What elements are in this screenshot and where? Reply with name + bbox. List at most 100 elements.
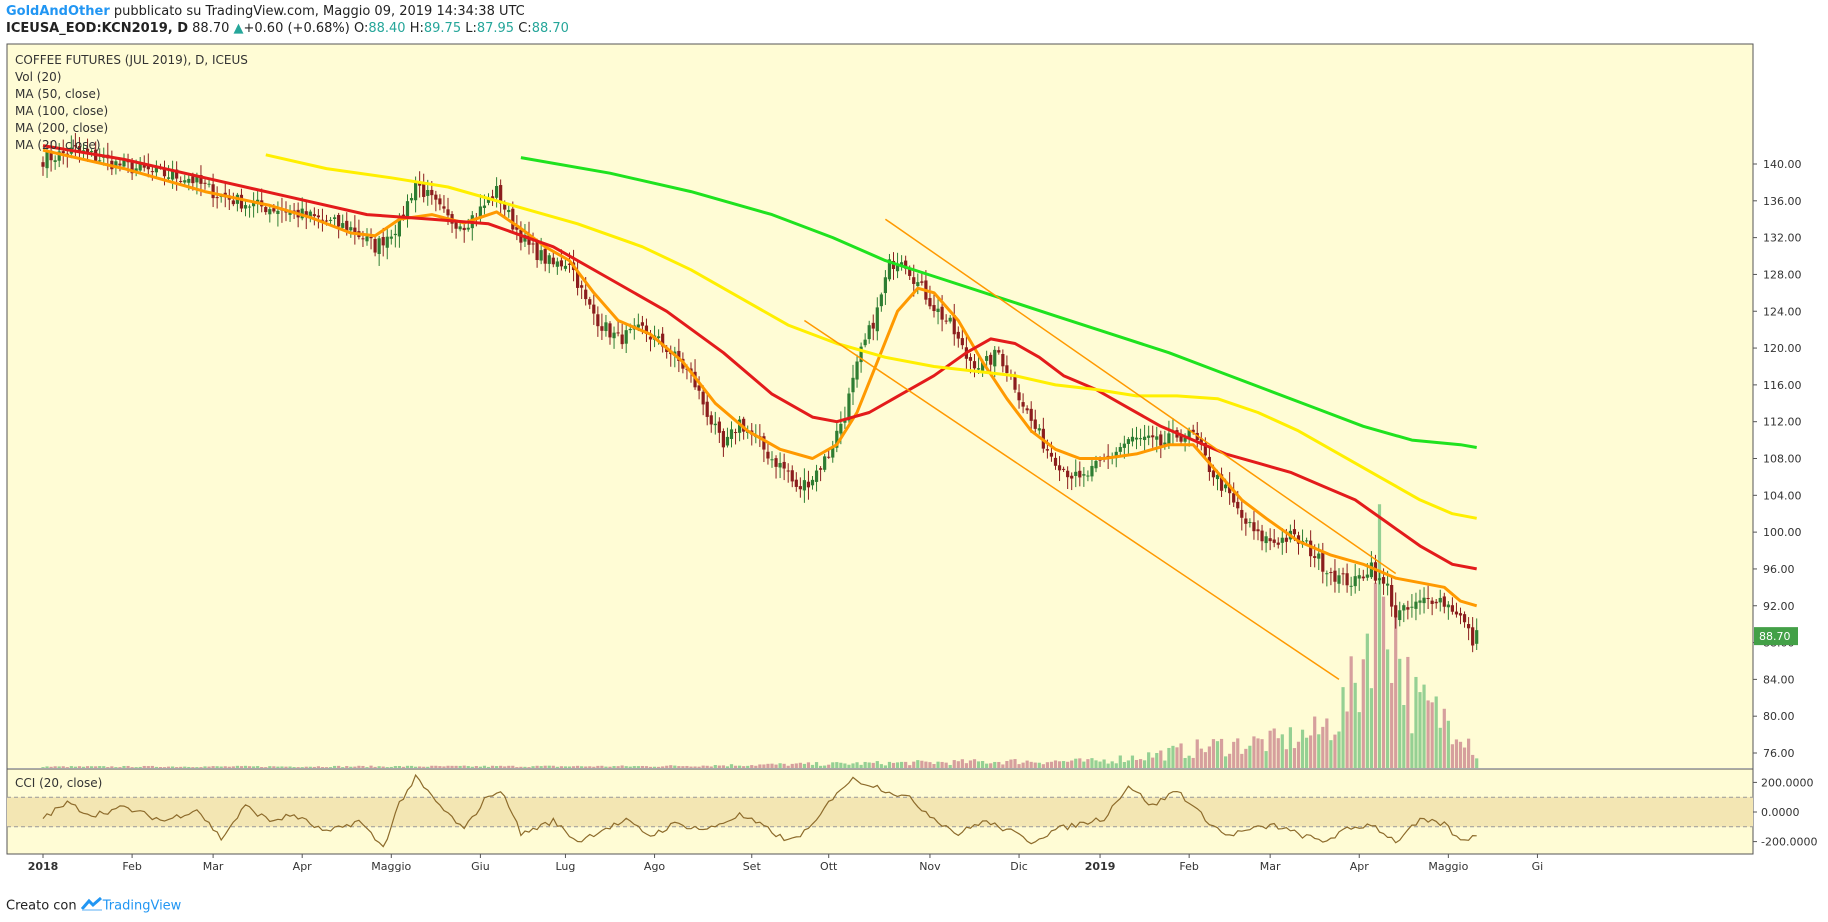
- volume-bar: [964, 763, 968, 768]
- volume-bar: [563, 766, 568, 768]
- candle-up: [482, 205, 487, 208]
- ma50-line: [42, 144, 1477, 571]
- candle-down: [85, 148, 90, 153]
- candle-down: [997, 350, 1001, 353]
- volume-bar: [122, 765, 126, 768]
- volume-bar: [85, 766, 90, 768]
- candle-up: [57, 151, 61, 161]
- volume-bar: [1187, 755, 1191, 768]
- volume-bar: [1090, 758, 1094, 768]
- candle-up: [466, 227, 470, 230]
- volume-bar: [1074, 758, 1078, 768]
- legend: COFFEE FUTURES (JUL 2019), D, ICEUS Vol (…: [15, 53, 248, 152]
- candle-down: [1211, 470, 1216, 478]
- candle-up: [1418, 600, 1422, 603]
- candle-down: [1062, 468, 1066, 470]
- volume-bar: [349, 766, 353, 768]
- price-tick-label: 128.00: [1763, 268, 1802, 281]
- candle-down: [871, 322, 875, 329]
- candle-down: [73, 145, 77, 147]
- candle-up: [114, 161, 118, 169]
- candle-down: [1029, 408, 1033, 421]
- tradingview-logo-icon[interactable]: [80, 896, 103, 915]
- candle-up: [207, 183, 211, 185]
- volume-bar: [1272, 728, 1276, 768]
- candle-down: [648, 336, 653, 340]
- candle-up: [1187, 429, 1191, 440]
- candle-up: [770, 459, 774, 461]
- price-tick-label: 104.00: [1763, 489, 1802, 502]
- close-value: 88.70: [531, 21, 569, 36]
- candle-up: [1143, 436, 1147, 441]
- volume-bar: [960, 759, 964, 768]
- candle-down: [891, 260, 896, 269]
- time-axis-label: Mar: [1260, 860, 1281, 873]
- volume-bar: [1110, 761, 1114, 768]
- volume-bar: [328, 767, 333, 768]
- candle-down: [1252, 522, 1256, 532]
- candle-down: [620, 334, 624, 345]
- volume-bar: [1337, 731, 1341, 768]
- candle-up: [385, 236, 389, 248]
- volume-bar: [1341, 687, 1345, 768]
- volume-bar: [507, 765, 511, 768]
- author-name[interactable]: GoldAndOther: [6, 4, 110, 19]
- candle-up: [1377, 578, 1382, 581]
- candle-up: [276, 210, 280, 215]
- volume-bar: [831, 762, 835, 768]
- volume-bar: [495, 766, 499, 768]
- candle-down: [272, 208, 276, 212]
- candle-up: [45, 152, 49, 169]
- candle-up: [539, 250, 543, 261]
- candle-down: [1203, 443, 1207, 456]
- cci-line: [42, 773, 1477, 848]
- volume-bar: [486, 766, 491, 768]
- volume-bar: [543, 765, 547, 768]
- candle-down: [199, 175, 203, 184]
- candle-down: [511, 208, 515, 230]
- volume-bar: [511, 765, 515, 768]
- candle-down: [118, 163, 122, 166]
- volume-bar: [1313, 716, 1317, 768]
- candle-down: [932, 305, 936, 312]
- candle-up: [875, 307, 879, 332]
- volume-bar: [766, 763, 770, 768]
- candle-up: [183, 180, 187, 183]
- candle-down: [373, 239, 377, 253]
- volume-bar: [859, 764, 863, 768]
- cci-tick-label: 0.0000: [1761, 806, 1800, 819]
- time-axis-label: Ago: [644, 860, 666, 873]
- candle-up: [252, 202, 256, 207]
- candle-down: [1276, 542, 1280, 545]
- volume-bar: [316, 766, 320, 768]
- volume-bar: [701, 765, 705, 768]
- candle-up: [835, 430, 839, 448]
- volume-bar: [596, 765, 600, 768]
- candle-up: [863, 339, 867, 346]
- volume-bar: [612, 766, 616, 768]
- legend-item: MA (100, close): [15, 104, 108, 118]
- candle-down: [1272, 539, 1276, 543]
- volume-bar: [61, 766, 65, 768]
- candle-down: [1236, 501, 1240, 509]
- time-axis-label: 2018: [28, 860, 59, 873]
- volume-bar: [584, 766, 588, 768]
- volume-bar: [478, 766, 482, 768]
- volume-bar: [324, 767, 329, 768]
- created-with-text: Creato con: [6, 898, 77, 914]
- volume-bar: [442, 766, 446, 768]
- candle-up: [1325, 573, 1329, 575]
- volume-bar: [1422, 684, 1426, 768]
- volume-bar: [345, 766, 349, 768]
- candle-down: [952, 315, 956, 335]
- volume-bar: [981, 761, 985, 768]
- candle-down: [798, 486, 802, 490]
- volume-bar: [956, 761, 960, 768]
- candle-up: [1090, 465, 1094, 477]
- candle-down: [422, 183, 426, 197]
- volume-bar: [373, 766, 377, 768]
- tradingview-brand[interactable]: TradingView: [102, 898, 182, 914]
- candle-up: [268, 209, 272, 215]
- candle-up: [154, 167, 158, 173]
